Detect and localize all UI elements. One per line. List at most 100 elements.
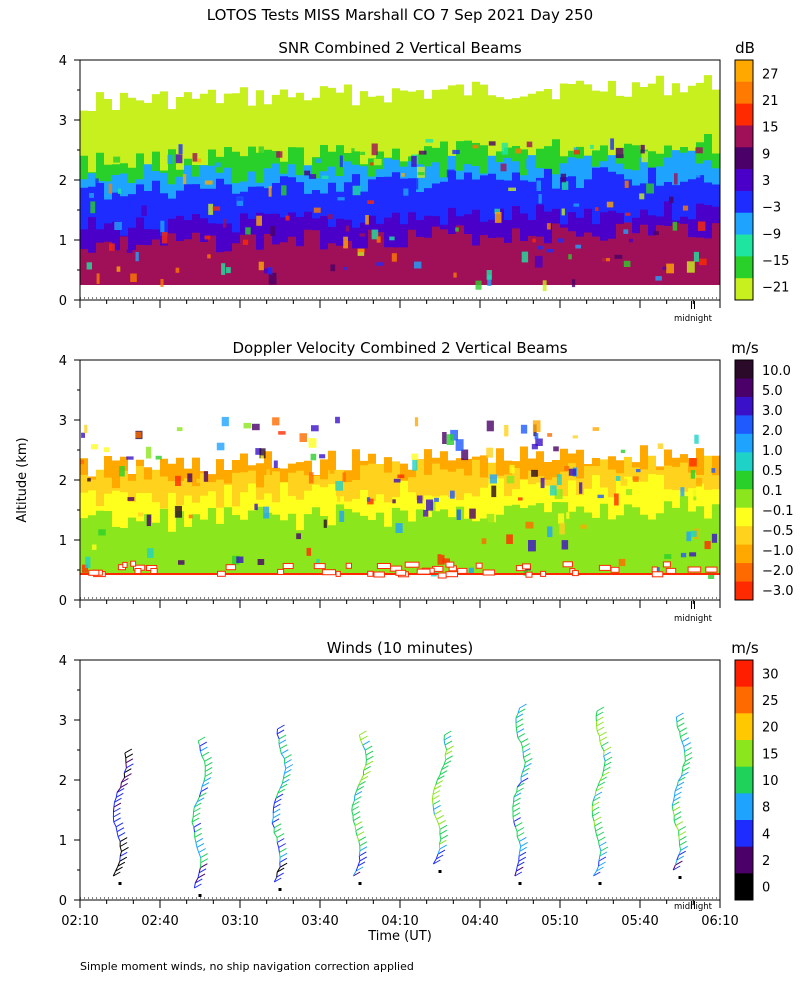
snr-speckle — [640, 144, 645, 154]
wind-profile-segment — [275, 793, 279, 799]
doppler-speckle — [366, 497, 371, 502]
doppler-panel-title: Doppler Velocity Combined 2 Vertical Bea… — [232, 339, 567, 357]
wind-barb — [284, 759, 292, 764]
doppler-speckle — [456, 509, 461, 520]
snr-speckle — [371, 143, 378, 156]
winds-colorbar-swatch — [735, 740, 753, 768]
doppler-speckle — [373, 483, 378, 494]
wind-barb — [358, 780, 366, 786]
winds-x-tick-label: 04:10 — [381, 914, 418, 929]
wind-profile-segment — [444, 754, 447, 760]
doppler-speckle — [556, 474, 562, 485]
wind-barb — [196, 797, 205, 803]
doppler-speckle — [535, 438, 543, 446]
wind-barb — [120, 782, 128, 788]
wind-barb — [200, 853, 208, 859]
wind-barb — [115, 822, 124, 828]
wind-profile-segment — [603, 755, 606, 762]
doppler-speckle — [694, 434, 699, 444]
doppler-speckle — [367, 498, 374, 505]
snr-speckle — [207, 254, 211, 259]
wind-barb — [362, 740, 370, 746]
wind-profile-segment — [203, 776, 206, 782]
snr-speckle — [515, 148, 522, 154]
wind-barb — [682, 761, 691, 767]
wind-barb — [436, 814, 444, 820]
doppler-colorbar-swatch — [735, 470, 753, 490]
doppler-speckle — [481, 538, 487, 545]
doppler-speckle — [147, 548, 154, 558]
doppler-speckle — [155, 455, 162, 460]
doppler-speckle — [335, 481, 343, 491]
wind-barb — [276, 838, 285, 843]
winds-x-axis-label: Time (UT) — [367, 929, 432, 944]
wind-profile-segment — [596, 865, 600, 872]
snr-speckle — [494, 212, 502, 223]
wind-profile-segment — [357, 860, 361, 867]
doppler-speckle — [397, 474, 405, 479]
wind-barb — [518, 851, 527, 857]
winds-x-axis: 02:10 02:40 03:10 03:40 04:10 04:40 05:10 05:40… — [61, 897, 739, 929]
snr-speckle — [418, 150, 427, 155]
winds-x-tick-label: 02:10 — [61, 914, 98, 929]
doppler-speckle — [614, 493, 619, 506]
wind-barb — [596, 866, 604, 872]
winds-y-axis: 0 1 2 3 4 — [59, 654, 80, 909]
wind-profile-segment — [438, 824, 441, 830]
snr-speckle — [192, 153, 198, 162]
wind-profile-segment — [597, 840, 600, 847]
doppler-clutter — [277, 568, 285, 575]
doppler-speckle — [690, 530, 697, 537]
wind-profile-segment — [522, 747, 524, 753]
snr-speckle — [486, 270, 492, 280]
wind-barb — [444, 740, 453, 746]
wind-profile-segment — [603, 760, 606, 767]
wind-surface-marker — [198, 894, 202, 897]
wind-profile-segment — [595, 785, 599, 792]
doppler-speckle — [540, 477, 545, 489]
wind-profile-segment — [358, 734, 362, 741]
wind-barb — [684, 747, 692, 752]
wind-profile-segment — [283, 768, 287, 774]
doppler-speckle — [339, 510, 345, 522]
wind-profile-segment — [201, 781, 205, 787]
wind-barb — [592, 801, 600, 807]
wind-barb — [200, 746, 208, 752]
doppler-speckle — [561, 540, 569, 550]
wind-barb — [516, 723, 524, 729]
doppler-speckle — [657, 443, 664, 449]
wind-profile-segment — [113, 821, 117, 828]
doppler-speckle — [531, 443, 538, 450]
doppler-speckle — [664, 554, 672, 559]
wind-barb — [517, 782, 525, 788]
wind-barb — [279, 857, 288, 863]
wind-profile-segment — [594, 790, 597, 797]
wind-profile-segment — [433, 814, 438, 820]
doppler-speckle — [566, 512, 570, 519]
wind-profile-segment — [191, 816, 194, 823]
wind-barb — [117, 832, 126, 838]
snr-speckle — [268, 186, 272, 197]
wind-barb — [437, 775, 445, 781]
snr-speckle — [389, 236, 395, 241]
snr-speckle — [141, 205, 147, 217]
wind-profile-segment — [280, 753, 285, 759]
wind-profile-segment — [271, 817, 274, 823]
wind-profile-segment — [113, 802, 115, 808]
snr-speckle — [455, 227, 459, 232]
wind-barb — [445, 755, 453, 761]
wind-profile-segment — [515, 866, 518, 872]
doppler-clutter — [217, 570, 226, 577]
wind-barb — [276, 833, 285, 839]
wind-barb — [513, 817, 521, 823]
wind-profile-segment — [193, 827, 196, 833]
snr-speckle — [245, 227, 251, 235]
wind-barb — [520, 772, 529, 778]
wind-profile-segment — [592, 795, 596, 802]
doppler-clutter — [445, 571, 458, 578]
winds-colorbar-label: 0 — [762, 881, 770, 896]
wind-barb — [592, 796, 601, 802]
snr-panel: SNR Combined 2 Vertical Beams 0 1 2 3 4 midn… — [59, 39, 790, 324]
snr-plot-area — [80, 75, 720, 292]
wind-barb — [672, 806, 681, 812]
